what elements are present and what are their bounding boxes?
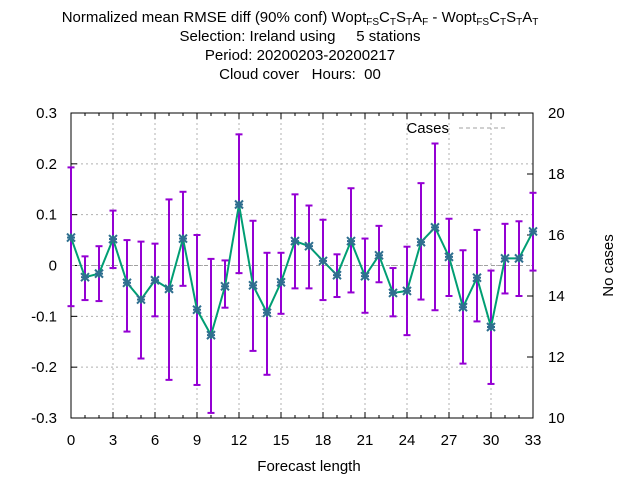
- x-tick-label: 9: [193, 432, 201, 449]
- y2-axis-title: No cases: [600, 234, 617, 297]
- x-tick-label: 3: [109, 432, 117, 449]
- tick-labels: 0 3 6 9 12 15 18 21 24 27 30 33 -0.3 -0.2 -0.1 0 0.1 0.2 0…: [31, 105, 617, 475]
- data-point: [458, 302, 468, 312]
- rmse-diff-series: [70, 204, 534, 338]
- data-point: [528, 226, 538, 237]
- x-tick-label: 18: [315, 432, 332, 449]
- title-line-4: Cloud cover Hours: 00: [219, 66, 381, 83]
- x-tick-label: 27: [441, 432, 458, 449]
- data-point: [276, 277, 286, 287]
- title-subscript: T: [389, 17, 396, 28]
- y2-tick-label: 18: [548, 166, 565, 183]
- data-point: [164, 284, 174, 294]
- data-point: [472, 272, 482, 283]
- data-point: [444, 252, 454, 262]
- data-point: [360, 271, 370, 281]
- title-subscript: FS: [476, 17, 490, 28]
- data-point: [192, 305, 202, 315]
- title-text: C: [379, 9, 390, 26]
- title-line-3: Period: 20200203-20200217: [204, 47, 396, 64]
- data-point: [150, 275, 160, 285]
- data-point: [94, 268, 104, 279]
- y-tick-label: 0: [49, 258, 57, 275]
- x-tick-label: 6: [151, 432, 159, 449]
- y-tick-label: -0.1: [31, 308, 57, 325]
- data-point: [346, 236, 356, 246]
- y-tick-label: 0.3: [36, 105, 57, 122]
- title-text: A: [522, 9, 533, 26]
- y-tick-label: -0.2: [31, 359, 57, 376]
- data-point: [374, 250, 384, 261]
- data-point: [290, 236, 300, 246]
- rmse-diff-line: [70, 204, 534, 338]
- data-point: [206, 330, 216, 340]
- title-text: S: [506, 9, 517, 26]
- data-point: [304, 241, 314, 251]
- data-point: [248, 280, 258, 291]
- title-subscript: T: [499, 17, 507, 28]
- data-point: [136, 294, 146, 305]
- data-point: [262, 308, 272, 318]
- x-tick-label: 30: [483, 432, 500, 449]
- data-point: [122, 278, 132, 288]
- title-text: C: [489, 9, 500, 26]
- data-point: [178, 233, 188, 244]
- x-tick-label: 33: [525, 432, 542, 449]
- title-subscript: FS: [366, 17, 380, 28]
- title-subscript: T: [532, 17, 539, 28]
- data-point: [108, 234, 118, 244]
- x-axis-title: Forecast length: [257, 458, 360, 475]
- y2-tick-label: 20: [548, 105, 565, 122]
- data-point: [500, 253, 510, 264]
- data-point: [388, 288, 398, 298]
- error-bars: [67, 133, 537, 414]
- title-text: S: [396, 9, 407, 26]
- y2-tick-label: 12: [548, 349, 565, 366]
- x-tick-label: 21: [357, 432, 374, 449]
- data-point: [430, 222, 440, 233]
- legend-label-cases: Cases: [406, 120, 449, 137]
- data-point: [234, 199, 244, 210]
- x-tick-label: 0: [67, 432, 75, 449]
- title-subscript: F: [422, 17, 429, 28]
- title-text: A: [412, 9, 423, 26]
- y-tick-label: 0.1: [36, 207, 57, 224]
- data-point: [318, 256, 328, 266]
- title-text: - Wopt: [428, 9, 477, 26]
- title-line-1: Normalized mean RMSE diff (90% conf) Wop…: [61, 9, 539, 28]
- title-line-2: Selection: Ireland using 5 stations: [179, 28, 421, 45]
- title-subscript: T: [516, 17, 523, 28]
- y-tick-label: 0.2: [36, 156, 57, 173]
- data-point: [220, 281, 230, 292]
- y2-tick-label: 14: [548, 288, 565, 305]
- x-tick-label: 24: [399, 432, 416, 449]
- data-point: [514, 253, 524, 264]
- y-tick-label: -0.3: [31, 410, 57, 427]
- x-tick-label: 15: [273, 432, 290, 449]
- x-tick-label: 12: [231, 432, 248, 449]
- title-subscript: T: [406, 17, 413, 28]
- data-point: [80, 272, 90, 282]
- data-point: [66, 232, 76, 243]
- data-point: [486, 322, 496, 332]
- data-point: [402, 286, 412, 296]
- chart-title: Normalized mean RMSE diff (90% conf) Wop…: [0, 8, 600, 84]
- legend: Cases: [406, 120, 506, 137]
- y2-tick-label: 16: [548, 227, 565, 244]
- data-markers: [66, 199, 538, 340]
- y2-tick-label: 10: [548, 410, 565, 427]
- data-point: [332, 270, 342, 280]
- data-point: [416, 237, 426, 247]
